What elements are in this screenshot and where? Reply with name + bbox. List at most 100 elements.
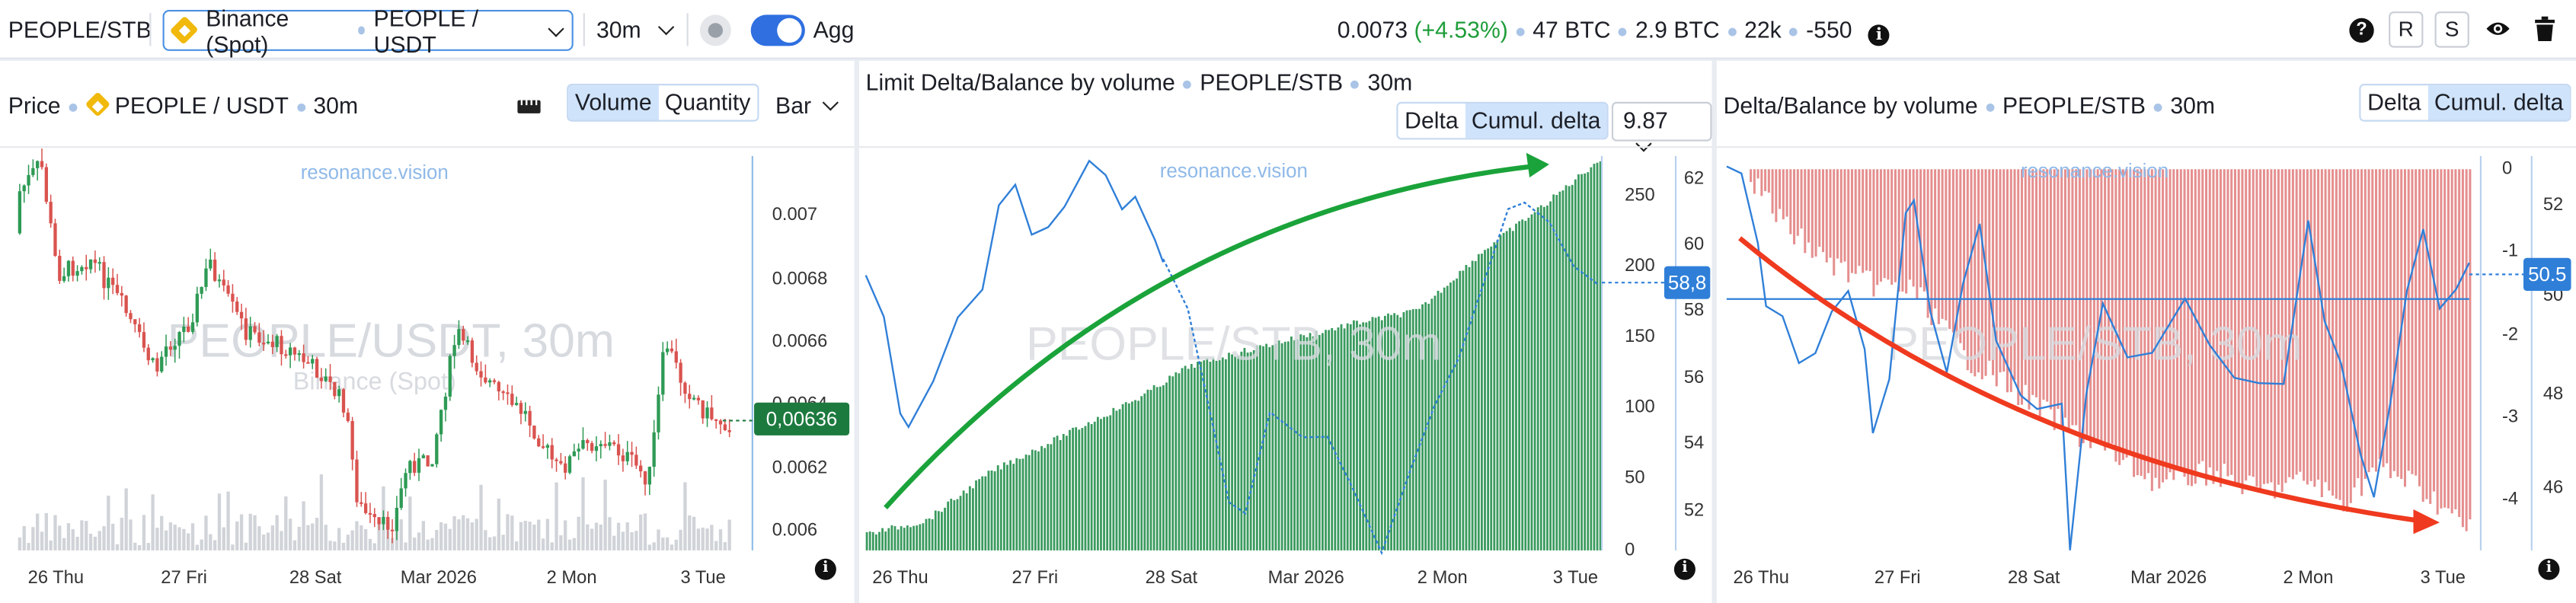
delta-bar [1433,295,1437,550]
delta-tab[interactable]: Delta [2367,88,2421,116]
r-button[interactable]: R [2389,11,2424,48]
volume-bar [408,496,412,550]
candle-body [625,451,629,461]
delta-balance-chart[interactable]: resonance.vision PEOPLE/STB, 30m 0-1-2-3… [1717,61,2576,603]
volume-bar [484,530,487,550]
delta-bar [2049,169,2052,410]
candle-body [652,432,656,467]
exchange-name: Binance (Spot) [206,4,289,57]
delta-bar [1328,330,1331,550]
symbol-label[interactable]: PEOPLE/STB [8,16,152,43]
delta-bar [1296,339,1299,550]
delta-bar [1255,345,1258,550]
delta-bar [2241,169,2244,495]
candle-body [22,185,26,192]
pair-name: PEOPLE / USDT [373,4,479,57]
bar-type-selector[interactable]: Bar [775,91,845,119]
delta-bar [1315,330,1318,550]
delta-bar [1337,327,1340,550]
delta-bar [1159,386,1162,550]
help-icon[interactable]: ? [2349,18,2374,43]
cumul-delta-tab[interactable]: Cumul. delta [2427,85,2570,120]
delta-bar [990,470,993,550]
candle-body [452,345,456,356]
delta-bar [1839,169,1843,263]
candle-body [66,260,71,276]
delta-bar [984,476,987,550]
axis-tick-label: -2 [2502,325,2518,345]
x-tick-label: 2 Mon [1417,568,1468,588]
x-tick-label: 27 Fri [1874,568,1921,588]
x-tick-label: 2 Mon [2283,568,2333,588]
candle-body [701,400,705,419]
delta-bar [2303,169,2306,481]
delta-bar [1365,322,1368,550]
quantity-tab[interactable]: Quantity [664,88,751,116]
price-chart[interactable]: resonance.vision PEOPLE/USDT, 30m Binanc… [0,61,855,603]
volume-bar [643,513,647,550]
info-icon[interactable]: i [1868,24,1890,46]
cumul-delta-tab[interactable]: Cumul. delta [1465,103,1608,139]
delta-value: -550 [1806,16,1852,43]
record-button[interactable] [699,14,731,46]
delta-bar [1093,421,1096,550]
candle-body [612,442,616,445]
delta-bar [1437,290,1440,550]
chevron-down-icon [658,18,675,36]
info-icon[interactable]: i [814,558,836,580]
volume-bar [710,525,714,550]
s-button[interactable]: S [2434,11,2469,48]
limit-delta-chart[interactable]: resonance.vision PEOPLE/STB, 30m 250 200 1… [859,61,1711,603]
delta-bar [1879,169,1882,282]
volume-bar [151,494,155,550]
agg-toggle[interactable] [750,14,805,46]
delta-bar [1184,365,1187,550]
volume-bar [270,525,274,550]
delta-bar [1349,324,1352,550]
exchange-selector[interactable]: Binance (Spot) PEOPLE / USDT [162,4,574,56]
axis-tick-label: 46 [2543,477,2563,497]
delta-bar [1515,223,1517,550]
delta-bar [890,525,893,550]
delta-bar [1377,316,1380,550]
volume-tab[interactable]: Volume [568,85,659,120]
candle-body [727,430,731,432]
depth-selector[interactable]: 9.87 [1611,101,1712,152]
bar-type-value: Bar [775,91,812,119]
delta-bar [1374,317,1377,550]
delta-bar [1829,169,1832,258]
delta-bar [1127,403,1130,550]
delta-bar [2432,169,2435,492]
volume-bar [452,515,456,550]
eye-icon[interactable] [2485,20,2510,38]
delta-bar [1901,169,1904,292]
delta-bar [1414,308,1417,550]
delta-bar [1065,436,1068,550]
candle-body [160,356,164,372]
info-icon[interactable]: i [2538,558,2560,580]
delta-bar [1796,169,1799,236]
volume-bar [337,528,341,550]
candle-body [129,313,133,320]
delta-bar [2237,169,2240,483]
volume-bar [319,474,324,550]
candle-body [555,459,558,461]
delta-bar [1352,320,1355,550]
delta-bar [2191,169,2194,487]
candle-body [280,336,283,355]
info-icon[interactable]: i [1673,558,1695,580]
volume-bar [363,529,368,550]
panel-title: Limit Delta/Balance by volume [865,69,1175,96]
delta-tab[interactable]: Delta [1405,107,1459,133]
trash-icon[interactable] [2535,16,2555,41]
delta-bar [2028,169,2031,410]
delta-bar [1496,240,1499,550]
volume-bar [590,528,594,550]
ruler-icon[interactable] [517,100,541,113]
volume-bar [328,541,332,550]
candle-body [377,517,381,525]
delta-bar [1096,416,1099,550]
timeframe: 30m [1367,69,1413,96]
delta-bar [2309,169,2312,481]
timeframe-selector[interactable]: 30m [596,17,682,43]
